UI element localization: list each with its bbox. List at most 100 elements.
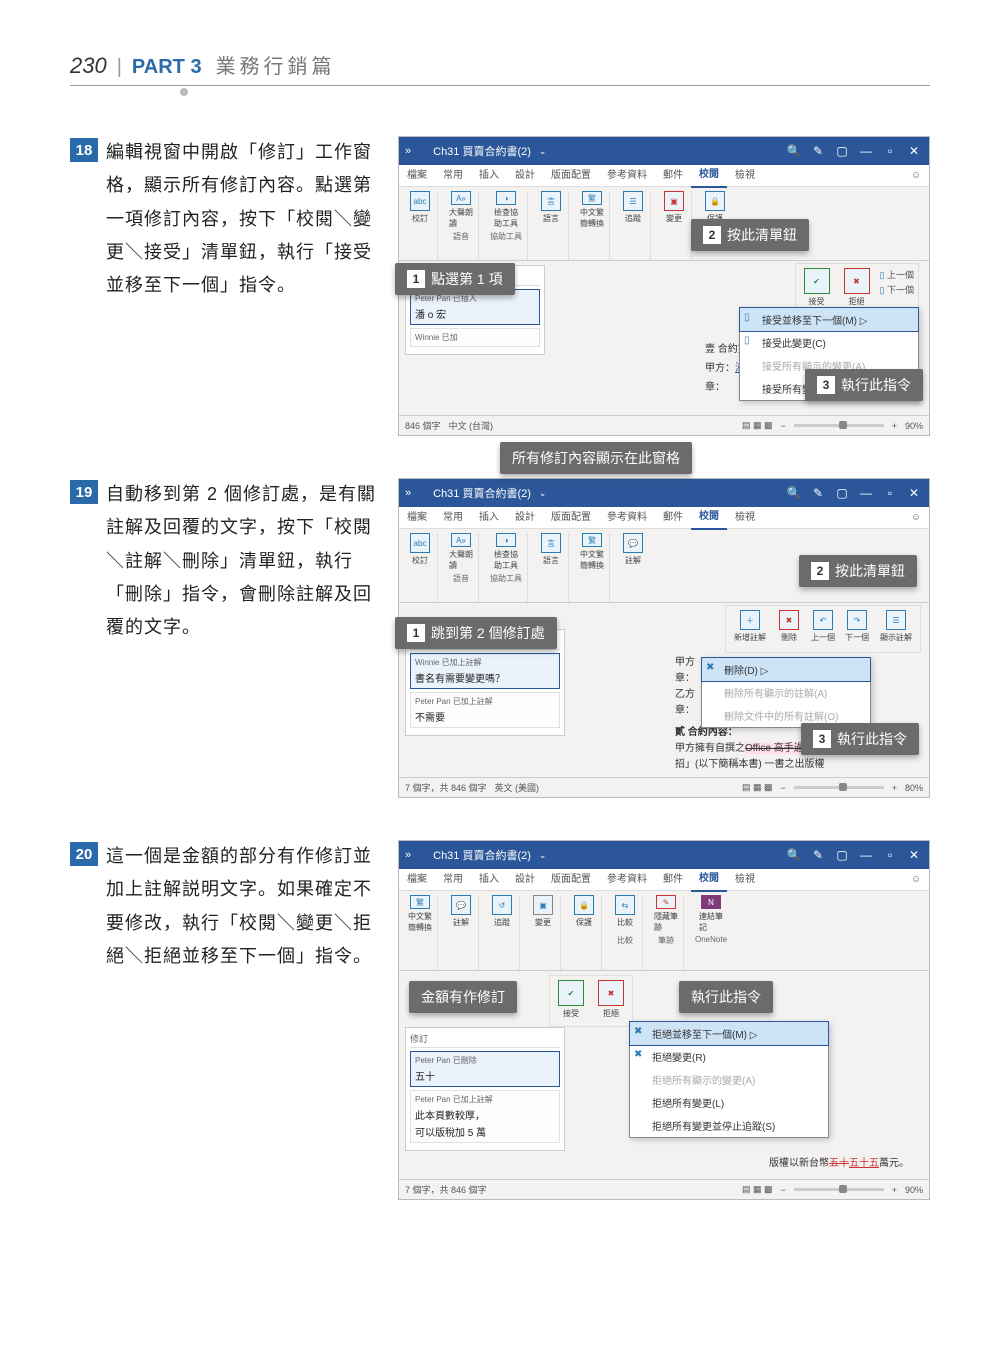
pen-icon[interactable]: ✎ <box>809 848 827 862</box>
protect-icon[interactable]: 🔒保護 <box>572 895 596 933</box>
menu-reject-next[interactable]: ✖拒絕並移至下一個(M) ▷ <box>630 1022 828 1045</box>
a11y-icon[interactable]: ◑檢查協助工具 <box>494 191 518 229</box>
window-icon[interactable]: ▢ <box>833 486 851 500</box>
minimize-icon[interactable]: — <box>857 144 875 158</box>
comment-group-icon[interactable]: 💬註解 <box>621 533 645 571</box>
tab-home[interactable]: 常用 <box>435 165 471 187</box>
minimize-icon[interactable]: — <box>857 848 875 862</box>
track-icon[interactable]: ↺追蹤 <box>490 895 514 933</box>
pen-icon[interactable]: ✎ <box>809 144 827 158</box>
revision-item-2[interactable]: Peter Pan 已加上註解 此本頁數較厚， 可以版稅加 5 萬 <box>410 1090 560 1143</box>
tab-design[interactable]: 設計 <box>507 869 543 891</box>
tab-layout[interactable]: 版面配置 <box>543 869 599 891</box>
tab-view[interactable]: 檢視 <box>727 507 763 529</box>
tab-home[interactable]: 常用 <box>435 869 471 891</box>
smile-icon[interactable]: ☺ <box>903 507 929 529</box>
readaloud-icon[interactable]: A»大聲朗讀 <box>449 533 473 571</box>
view-icon[interactable]: ▤ ▦ ▩ <box>742 782 773 793</box>
search-icon[interactable]: 🔍 <box>785 144 803 158</box>
tab-mail[interactable]: 郵件 <box>655 165 691 187</box>
trad-simp-icon[interactable]: 繁中文繁簡轉換 <box>580 191 604 229</box>
revision-item-2[interactable]: Peter Pan 已加上註解 不需要 <box>410 692 560 728</box>
tab-review[interactable]: 校閱 <box>691 868 727 892</box>
tab-layout[interactable]: 版面配置 <box>543 507 599 529</box>
proofing-icon[interactable]: abc校訂 <box>408 533 432 571</box>
close-icon[interactable]: ✕ <box>905 848 923 862</box>
view-icon[interactable]: ▤ ▦ ▩ <box>742 1184 773 1195</box>
tab-view[interactable]: 檢視 <box>727 165 763 187</box>
tab-mail[interactable]: 郵件 <box>655 507 691 529</box>
tab-view[interactable]: 檢視 <box>727 869 763 891</box>
accept-button[interactable]: ✔接受 <box>800 268 834 310</box>
minimize-icon[interactable]: — <box>857 486 875 500</box>
menu-delete[interactable]: ✖刪除(D) ▷ <box>702 658 870 681</box>
reject-dropdown[interactable]: ✖拒絕並移至下一個(M) ▷ ✖拒絕變更(R) 拒絕所有顯示的變更(A) 拒絕所… <box>629 1021 829 1138</box>
pen-icon[interactable]: ✎ <box>809 486 827 500</box>
lang-icon[interactable]: 言語言 <box>539 533 563 571</box>
tab-design[interactable]: 設計 <box>507 165 543 187</box>
view-icon[interactable]: ▤ ▦ ▩ <box>742 420 773 431</box>
title-chevron-icon[interactable]: ⌄ <box>539 488 547 499</box>
zoom-slider[interactable] <box>794 424 884 427</box>
zoom-slider[interactable] <box>794 786 884 789</box>
search-icon[interactable]: 🔍 <box>785 848 803 862</box>
close-icon[interactable]: ✕ <box>905 144 923 158</box>
restore-icon[interactable]: ▫ <box>881 848 899 862</box>
back-arrow-icon[interactable]: » <box>405 487 411 499</box>
comment-icon[interactable]: 💬註解 <box>449 895 473 933</box>
next-change[interactable]: ▯ 下一個 <box>880 283 914 296</box>
window-icon[interactable]: ▢ <box>833 848 851 862</box>
window-icon[interactable]: ▢ <box>833 144 851 158</box>
prev-change[interactable]: ▯ 上一個 <box>880 268 914 281</box>
show-comments-button[interactable]: ☰顯示註解 <box>876 610 916 648</box>
tab-layout[interactable]: 版面配置 <box>543 165 599 187</box>
tab-insert[interactable]: 插入 <box>471 869 507 891</box>
menu-reject-all[interactable]: 拒絕所有變更(L) <box>630 1091 828 1114</box>
tab-mail[interactable]: 郵件 <box>655 869 691 891</box>
delete-comment-button[interactable]: ✖刪除 <box>774 610 804 648</box>
restore-icon[interactable]: ▫ <box>881 486 899 500</box>
lang-icon[interactable]: 言語言 <box>539 191 563 229</box>
tab-file[interactable]: 檔案 <box>399 507 435 529</box>
back-arrow-icon[interactable]: » <box>405 145 411 157</box>
next-comment-button[interactable]: ↷下一個 <box>842 610 872 648</box>
changes-icon[interactable]: ▣變更 <box>531 895 555 933</box>
tab-ref[interactable]: 參考資料 <box>599 869 655 891</box>
tab-design[interactable]: 設計 <box>507 507 543 529</box>
trad-simp-icon[interactable]: 繁中文繁簡轉換 <box>580 533 604 571</box>
reject-button[interactable]: ✖拒絕 <box>594 980 628 1022</box>
accept-button[interactable]: ✔接受 <box>554 980 588 1022</box>
revision-item-2[interactable]: Winnie 已加 <box>410 328 540 347</box>
tab-file[interactable]: 檔案 <box>399 165 435 187</box>
readaloud-icon[interactable]: A»大聲朗讀 <box>449 191 473 229</box>
onenote-icon[interactable]: N連結筆記 <box>699 895 723 933</box>
revision-item-1[interactable]: Winnie 已加上註解 書名有需要變更嗎？ <box>410 653 560 689</box>
tab-review[interactable]: 校閱 <box>691 164 727 188</box>
revision-item-1[interactable]: Peter Pan 已刪除 五十 <box>410 1051 560 1087</box>
title-chevron-icon[interactable]: ⌄ <box>539 850 547 861</box>
title-chevron-icon[interactable]: ⌄ <box>539 146 547 157</box>
changes-icon[interactable]: ▣變更 <box>662 191 686 229</box>
tab-home[interactable]: 常用 <box>435 507 471 529</box>
proofing-icon[interactable]: abc校訂 <box>408 191 432 229</box>
delete-dropdown[interactable]: ✖刪除(D) ▷ 刪除所有顯示的註解(A) 刪除文件中的所有註解(O) <box>701 657 871 728</box>
reject-button[interactable]: ✖拒絕 <box>840 268 874 310</box>
ink-icon[interactable]: ✎隱藏筆跡 <box>654 895 678 933</box>
comment-icon[interactable]: ☰追蹤 <box>621 191 645 229</box>
prev-comment-button[interactable]: ↶上一個 <box>808 610 838 648</box>
trad-simp-icon[interactable]: 繁中文繁簡轉換 <box>408 895 432 933</box>
menu-reject-change[interactable]: ✖拒絕變更(R) <box>630 1045 828 1068</box>
search-icon[interactable]: 🔍 <box>785 486 803 500</box>
menu-accept-this[interactable]: ▯接受此變更(C) <box>740 331 918 354</box>
a11y-icon[interactable]: ◑檢查協助工具 <box>494 533 518 571</box>
restore-icon[interactable]: ▫ <box>881 144 899 158</box>
tab-review[interactable]: 校閱 <box>691 506 727 530</box>
tab-ref[interactable]: 參考資料 <box>599 507 655 529</box>
smile-icon[interactable]: ☺ <box>903 869 929 891</box>
tab-ref[interactable]: 參考資料 <box>599 165 655 187</box>
smile-icon[interactable]: ☺ <box>903 165 929 187</box>
new-comment-button[interactable]: ＋新增註解 <box>730 610 770 648</box>
tab-file[interactable]: 檔案 <box>399 869 435 891</box>
zoom-slider[interactable] <box>794 1188 884 1191</box>
tab-insert[interactable]: 插入 <box>471 507 507 529</box>
